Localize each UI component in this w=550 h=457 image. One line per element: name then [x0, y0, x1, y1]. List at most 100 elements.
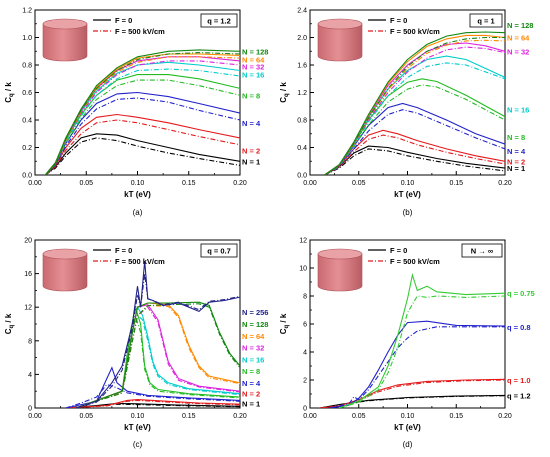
series-line-f500 — [65, 403, 240, 408]
series-label: N = 16 — [507, 106, 529, 115]
param-box-label: q = 1 — [477, 17, 494, 26]
param-box — [200, 13, 238, 28]
series-line-f0 — [44, 49, 240, 175]
series-label: N = 8 — [507, 133, 525, 142]
legend-label: F = 0 — [390, 246, 407, 255]
x-tick-label: 0.15 — [449, 413, 463, 420]
legend-label: F = 0 — [115, 246, 132, 255]
series-label: N = 2 — [242, 390, 260, 399]
series-label: N = 8 — [242, 91, 260, 100]
y-axis-label: Cq / k — [279, 313, 290, 334]
legend-label: F = 0 — [390, 16, 407, 25]
panel-caption: (c) — [133, 440, 143, 449]
series-label: N = 4 — [507, 147, 526, 156]
x-tick-label: 0.15 — [449, 180, 463, 187]
y-tick-label: 2 — [303, 378, 307, 385]
x-tick-label: 0.00 — [28, 413, 42, 420]
series-label: N = 4 — [242, 379, 261, 388]
series-label: N = 32 — [242, 344, 264, 353]
cylinder-top — [317, 18, 363, 30]
y-tick-label: 0.2 — [22, 145, 32, 152]
y-tick-label: 8 — [28, 338, 32, 345]
series-line-f500 — [44, 137, 240, 175]
x-tick-label: 0.20 — [498, 413, 512, 420]
x-tick-label: 0.10 — [401, 413, 415, 420]
y-tick-label: 1.2 — [22, 8, 32, 15]
series-line-f500 — [44, 52, 240, 175]
cylinder-body — [317, 253, 363, 292]
y-tick-label: 1.2 — [297, 90, 307, 97]
series-label: N = 128 — [507, 21, 533, 30]
series-line-f0 — [324, 102, 505, 175]
x-axis-label: kT (eV) — [394, 423, 421, 432]
legend-label: F = 0 — [115, 16, 132, 25]
series-group — [319, 272, 505, 408]
series-line-f0 — [44, 91, 240, 175]
cylinder-top — [42, 248, 88, 260]
series-label: N = 16 — [242, 71, 264, 80]
y-tick-label: 0.8 — [297, 118, 307, 125]
series-line-f500 — [44, 97, 240, 175]
series-line-f0 — [324, 31, 505, 175]
cylinder-illustration — [42, 248, 88, 292]
param-box-label: q = 1.2 — [207, 17, 231, 26]
panel-caption: (b) — [403, 208, 413, 217]
y-axis-label: Cq / k — [4, 82, 15, 103]
cylinder-illustration — [317, 18, 363, 62]
y-tick-label: 4 — [303, 350, 307, 357]
legend-label: F = 500 kV/cm — [115, 257, 165, 266]
y-tick-label: 16 — [24, 271, 32, 278]
x-tick-label: 0.10 — [401, 180, 415, 187]
series-label: N = 128 — [242, 47, 268, 56]
series-line-f500 — [324, 148, 505, 175]
y-tick-label: 0 — [303, 406, 307, 413]
series-label: N = 32 — [242, 62, 264, 71]
y-tick-label: 6 — [303, 322, 307, 329]
series-label: q = 1.0 — [507, 376, 531, 385]
series-line-f500 — [44, 79, 240, 175]
legend: F = 0 F = 500 kV/cm — [368, 16, 440, 36]
series-line-f0 — [44, 133, 240, 175]
param-box — [469, 13, 503, 28]
series-label: N = 4 — [242, 119, 261, 128]
chart-panel-c: 0.00 0.05 0.10 0.15 0.20 0 4 8 12 16 20 kT (eV) Cq /… — [4, 238, 268, 450]
series-label: N = 128 — [242, 320, 268, 329]
param-box — [461, 243, 503, 258]
series-label: N = 1 — [242, 157, 260, 166]
series-line-f500 — [329, 326, 505, 408]
y-tick-label: 0.6 — [22, 90, 32, 97]
chart-panel-b: 0.00 0.05 0.10 0.15 0.20 0.0 0.4 0.8 1.2 1.6 2.0 2.… — [279, 8, 533, 218]
x-tick-label: 0.05 — [79, 413, 93, 420]
series-line-f0 — [75, 307, 240, 408]
series-label: N = 256 — [242, 308, 268, 317]
chart-panel-d: 0.00 0.05 0.10 0.15 0.20 0 2 4 6 8 10 12 kT (eV) Cq /… — [279, 238, 535, 450]
param-box-label: N → ∞ — [471, 247, 493, 256]
series-line-f500 — [324, 84, 505, 175]
y-tick-label: 2.4 — [297, 8, 307, 15]
x-tick-label: 0.15 — [182, 180, 196, 187]
y-tick-label: 0.8 — [22, 63, 32, 70]
series-line-f0 — [75, 260, 240, 408]
x-tick-label: 0.20 — [233, 413, 247, 420]
y-tick-label: 0.0 — [297, 173, 307, 180]
x-tick-label: 0.05 — [352, 180, 366, 187]
x-tick-label: 0.10 — [131, 180, 145, 187]
x-axis-label: kT (eV) — [394, 190, 421, 199]
cylinder-body — [317, 23, 363, 62]
legend-label: F = 500 kV/cm — [390, 27, 440, 36]
series-line-f500 — [324, 134, 505, 175]
series-line-f0 — [339, 272, 505, 408]
param-box — [200, 243, 238, 258]
x-tick-label: 0.20 — [233, 180, 247, 187]
cylinder-illustration — [42, 18, 88, 62]
series-line-f500 — [65, 399, 240, 408]
x-axis-label: kT (eV) — [124, 190, 151, 199]
legend-label: F = 500 kV/cm — [115, 27, 165, 36]
y-tick-label: 20 — [24, 238, 32, 245]
legend: F = 0 F = 500 kV/cm — [368, 246, 440, 266]
series-label: N = 1 — [242, 399, 260, 408]
y-tick-label: 0.4 — [297, 145, 307, 152]
y-axis-label: Cq / k — [279, 82, 290, 103]
series-label: N = 2 — [507, 157, 525, 166]
